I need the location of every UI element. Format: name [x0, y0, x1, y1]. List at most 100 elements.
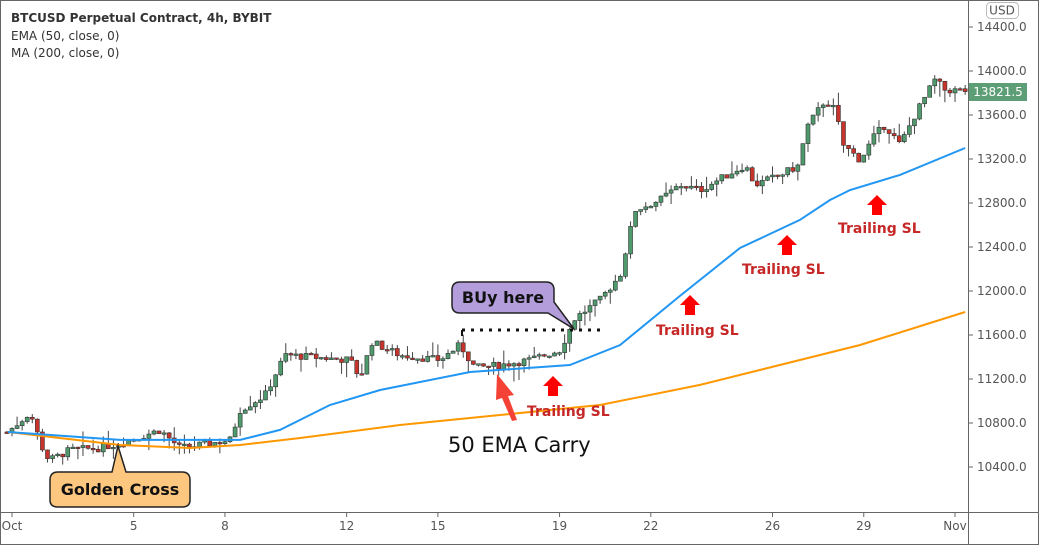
- candle-up: [618, 274, 623, 282]
- candle-body: [881, 126, 887, 130]
- candle-body: [699, 186, 704, 192]
- candle-body: [268, 386, 273, 392]
- candle-down: [40, 428, 45, 453]
- candle-body: [217, 442, 223, 445]
- candle-down: [856, 152, 861, 163]
- candle-body: [775, 174, 780, 177]
- candle-up: [572, 320, 578, 331]
- candle-body: [891, 133, 897, 137]
- candle-body: [861, 154, 867, 163]
- time-tick-label: 8: [221, 519, 229, 533]
- candle-body: [253, 402, 258, 408]
- candle-up: [673, 183, 679, 191]
- candle-up: [927, 85, 932, 98]
- candle-down: [962, 84, 968, 95]
- candle-body: [395, 348, 400, 357]
- red-arrow-icon: [496, 374, 517, 421]
- golden-cross-label: Golden Cross: [61, 480, 180, 499]
- candle-up: [415, 358, 420, 364]
- candle-down: [95, 445, 101, 453]
- candle-body: [694, 185, 699, 189]
- candle-body: [430, 355, 436, 358]
- candle-body: [856, 152, 861, 163]
- candle-body: [288, 353, 294, 356]
- candle-down: [29, 414, 35, 424]
- candle-body: [501, 363, 507, 370]
- candle-up: [760, 175, 765, 195]
- candle-body: [19, 421, 25, 426]
- candle-up: [557, 351, 562, 356]
- candle-body: [263, 390, 268, 401]
- candle-body: [562, 342, 567, 353]
- time-tick-label: 19: [552, 519, 567, 533]
- legend-ema: EMA (50, close, 0): [11, 29, 119, 43]
- buy-here-callout: BUy here: [451, 281, 600, 336]
- price-tick-label: 12400.0: [977, 240, 1027, 254]
- candle-body: [293, 353, 299, 356]
- trailing-sl-markers: Trailing SL Trailing SL Trailing SL Trai…: [527, 195, 921, 420]
- candle-body: [714, 180, 720, 185]
- time-tick-label: 15: [430, 519, 445, 533]
- candle-body: [329, 357, 334, 360]
- candle-up: [232, 423, 238, 438]
- time-axis[interactable]: Oct 5 8 12 15 19 22 26 29 Nov: [2, 512, 967, 533]
- candle-body: [491, 362, 496, 367]
- candle-up: [450, 350, 456, 354]
- candle-up: [430, 342, 436, 358]
- candle-body: [379, 340, 385, 350]
- candle-down: [496, 361, 502, 376]
- candle-body: [658, 195, 664, 203]
- candle-down: [881, 126, 887, 133]
- candle-body: [369, 345, 375, 356]
- candle-up: [440, 356, 446, 369]
- candle-body: [871, 133, 877, 145]
- candle-body: [542, 354, 547, 357]
- candle-up: [303, 346, 309, 361]
- candle-body: [749, 167, 755, 182]
- time-tick-label: 12: [339, 519, 354, 533]
- candle-body: [435, 355, 441, 361]
- candle-body: [90, 448, 96, 451]
- candle-up: [283, 343, 289, 364]
- candle-up: [521, 357, 527, 373]
- candle-body: [364, 355, 370, 375]
- candle-down: [846, 145, 851, 157]
- candle-body: [947, 89, 953, 94]
- candle-body: [623, 253, 628, 277]
- up-arrow-icon: [777, 235, 797, 255]
- price-tick-label: 10400.0: [977, 460, 1027, 474]
- candle-down: [542, 353, 547, 358]
- candle-body: [684, 186, 689, 189]
- candle-body: [60, 453, 66, 458]
- candle-body: [156, 430, 162, 434]
- candle-body: [709, 183, 714, 190]
- candle-down: [354, 359, 360, 378]
- legend: BTCUSD Perpetual Contract, 4h, BYBIT EMA…: [11, 11, 272, 60]
- candle-up: [329, 352, 334, 360]
- last-price: 13821.5: [973, 85, 1023, 99]
- candle-up: [182, 434, 187, 454]
- price-axis[interactable]: 14400.0 14000.0 13600.0 13200.0 12800.0 12400…: [968, 20, 1027, 474]
- trailing-sl-label: Trailing SL: [527, 404, 610, 420]
- candle-body: [481, 363, 486, 367]
- candle-down: [339, 356, 344, 374]
- candle-body: [29, 416, 35, 420]
- candle-up: [648, 205, 654, 209]
- candle-up: [50, 453, 55, 463]
- candle-body: [471, 360, 476, 365]
- candle-down: [699, 182, 704, 199]
- candle-up: [800, 143, 806, 166]
- candle-body: [70, 446, 76, 449]
- candle-body: [308, 353, 314, 356]
- candle-body: [55, 453, 60, 457]
- candle-body: [668, 189, 674, 194]
- candle-body: [242, 409, 248, 414]
- candle-body: [349, 356, 354, 361]
- candle-body: [65, 447, 71, 458]
- candle-down: [75, 446, 81, 460]
- candle-body: [678, 186, 684, 189]
- currency-button[interactable]: USD: [986, 2, 1019, 19]
- price-tick-label: 14400.0: [977, 20, 1027, 34]
- candle-up: [445, 349, 451, 360]
